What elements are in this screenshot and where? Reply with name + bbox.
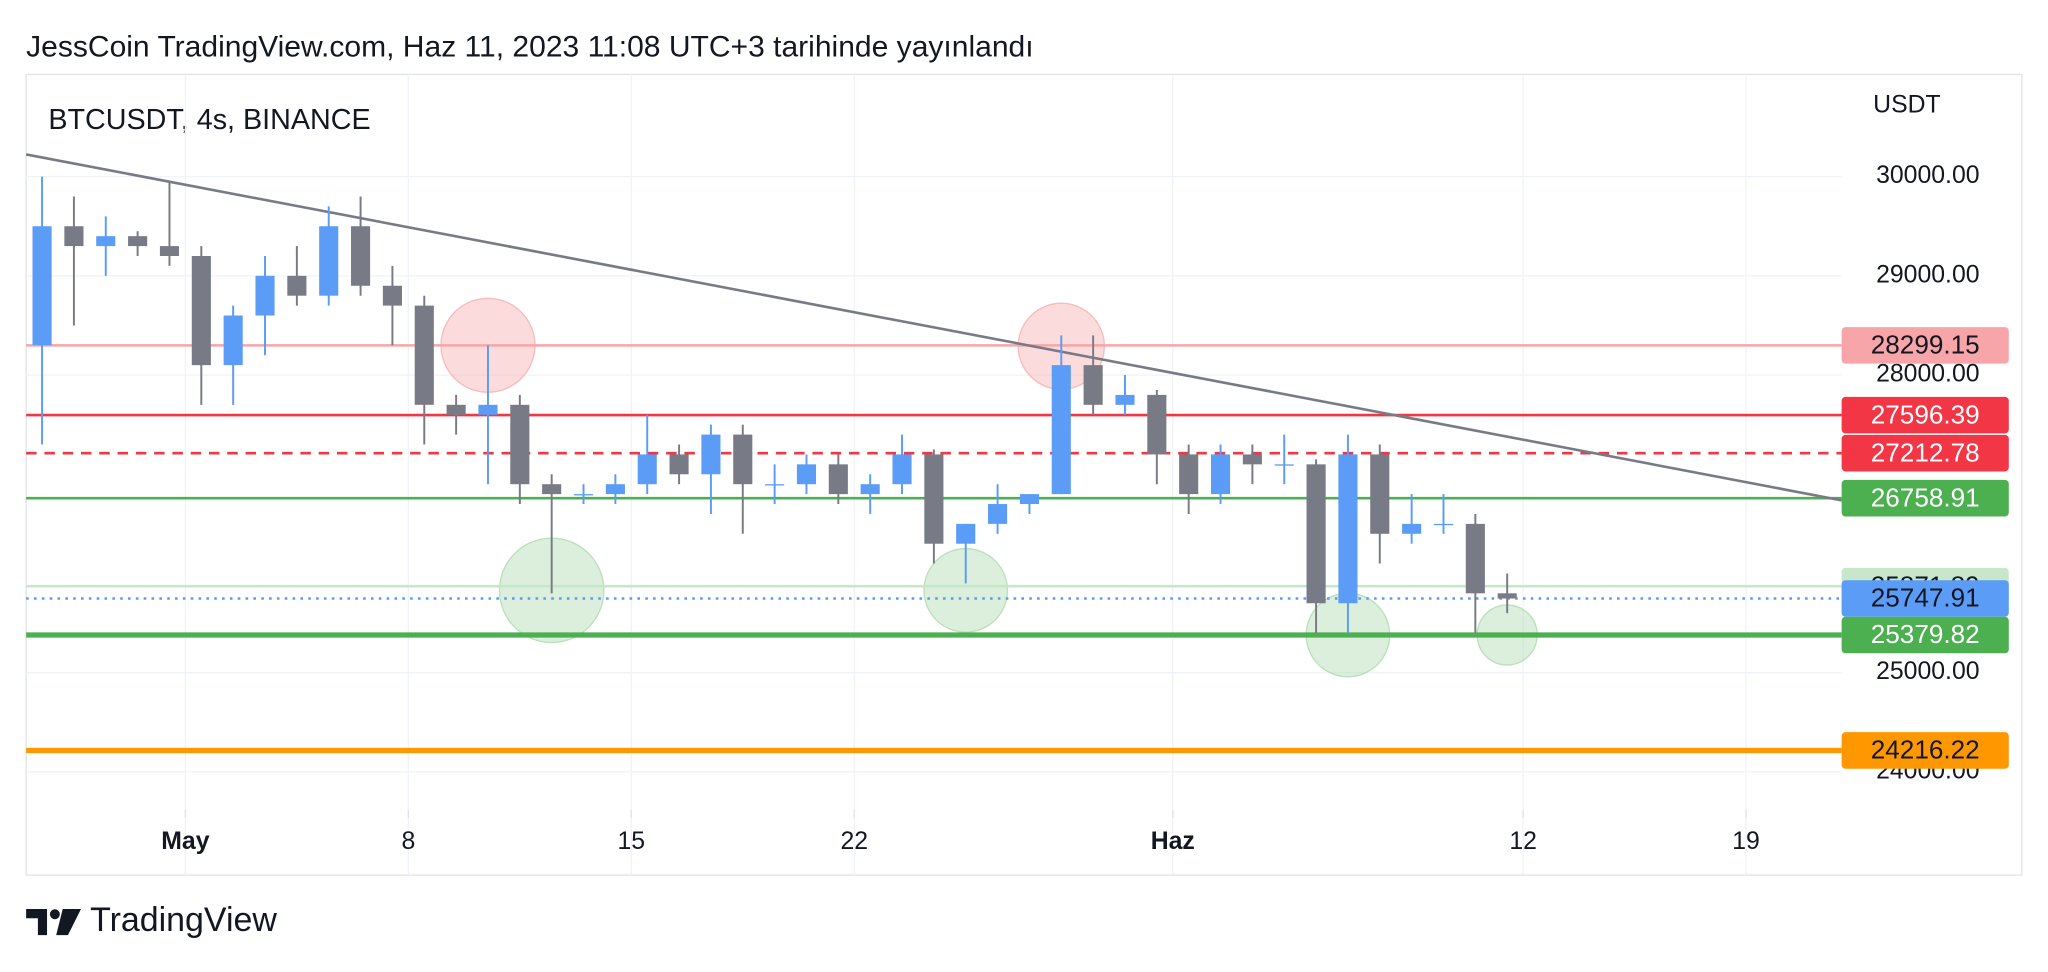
- candle-body: [701, 434, 721, 475]
- x-tick-label: Haz: [1151, 828, 1195, 855]
- candle-body: [96, 236, 116, 247]
- candle-body: [32, 226, 52, 346]
- candle-body: [478, 404, 498, 415]
- candle-body: [542, 484, 562, 495]
- x-tick-label: 22: [840, 828, 868, 855]
- candle-body: [892, 454, 912, 485]
- candle-body: [796, 464, 817, 485]
- price-label: 27212.78: [1871, 437, 1980, 467]
- candle-body: [64, 226, 84, 247]
- candle-body: [956, 523, 976, 544]
- candle-body: [1338, 454, 1358, 604]
- price-label: 25747.91: [1871, 583, 1980, 613]
- axis-unit: USDT: [1873, 91, 1941, 118]
- candle-body: [1306, 464, 1326, 604]
- y-tick-label: 28000.00: [1876, 361, 1979, 388]
- candle-body: [924, 454, 944, 544]
- y-tick-label: 30000.00: [1876, 162, 1979, 189]
- candle-body: [319, 226, 339, 296]
- candle-body: [765, 484, 785, 486]
- brand-name: TradingView: [90, 901, 277, 939]
- x-tick-label: 19: [1732, 828, 1760, 855]
- candle-body: [223, 315, 243, 366]
- logo-shape: [56, 909, 81, 936]
- brand-logo: [26, 909, 81, 936]
- candle-body: [414, 305, 434, 405]
- trendline: [25, 153, 1842, 502]
- price-label-box: [1841, 616, 2009, 654]
- candle-body: [1370, 454, 1390, 534]
- price-label-box: [1841, 434, 2009, 472]
- candle-body: [1083, 365, 1103, 405]
- candle-body: [510, 404, 530, 485]
- header-title: JessCoin TradingView.com, Haz 11, 2023 1…: [26, 30, 1033, 63]
- x-tick-label: May: [161, 828, 209, 855]
- price-label-box: [1841, 580, 2009, 617]
- candle-body: [382, 285, 402, 306]
- candle-body: [1115, 394, 1135, 405]
- candle-body: [1274, 464, 1294, 466]
- price-label-box: [1841, 479, 2009, 517]
- candle-body: [1147, 394, 1167, 455]
- candle-body: [1242, 454, 1262, 465]
- logo-dot: [49, 909, 60, 920]
- candle-body: [1497, 593, 1517, 599]
- chart-frame: [25, 73, 2023, 876]
- x-tick-label: 15: [618, 828, 646, 855]
- candle-body: [860, 484, 880, 495]
- candle-body: [1051, 365, 1071, 495]
- price-label: 26758.91: [1871, 482, 1980, 512]
- logo-shape: [26, 909, 48, 936]
- x-tick-label: 12: [1509, 828, 1537, 855]
- candle-body: [637, 454, 657, 485]
- candle-body: [351, 226, 371, 286]
- candle-body: [446, 404, 466, 415]
- candle-body: [573, 494, 594, 496]
- symbol-title: BTCUSDT, 4s, BINANCE: [48, 104, 370, 136]
- candle-body: [1465, 523, 1485, 594]
- candle-body: [128, 236, 148, 247]
- y-tick-label: 25000.00: [1876, 658, 1979, 685]
- candle-body: [1019, 494, 1039, 505]
- price-label-box: [1841, 396, 2009, 434]
- candle-body: [828, 464, 848, 495]
- candle-body: [988, 504, 1008, 524]
- price-label-box: [1841, 732, 2009, 769]
- candle-body: [1210, 454, 1231, 495]
- candle-body: [605, 484, 625, 495]
- price-label: 24216.22: [1871, 735, 1980, 765]
- price-label: 25379.82: [1871, 619, 1980, 649]
- candle-body: [1179, 454, 1199, 495]
- candle-body: [1433, 523, 1454, 526]
- candle-body: [669, 454, 689, 475]
- y-tick-label: 29000.00: [1876, 261, 1979, 288]
- candle-body: [287, 275, 307, 296]
- x-tick-label: 8: [401, 828, 415, 855]
- candle-body: [733, 434, 753, 485]
- candle-body: [191, 256, 211, 366]
- price-label-box: [1841, 327, 2009, 364]
- candle-body: [1402, 523, 1422, 534]
- price-label: 28299.15: [1871, 330, 1980, 360]
- candle-body: [255, 275, 275, 316]
- candle-body: [159, 246, 180, 257]
- price-label: 27596.39: [1871, 399, 1980, 429]
